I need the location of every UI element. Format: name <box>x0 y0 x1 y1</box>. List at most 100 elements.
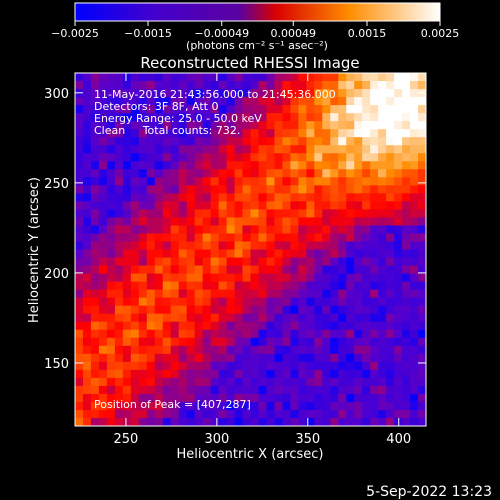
heatmap-cell <box>290 273 299 282</box>
heatmap-cell <box>138 249 148 258</box>
heatmap-cell <box>75 145 84 154</box>
heatmap-cell <box>234 233 243 242</box>
heatmap-cell <box>154 81 164 90</box>
heatmap-cell <box>178 401 188 411</box>
heatmap-cell <box>90 121 100 130</box>
heatmap-cell <box>114 137 124 146</box>
heatmap-cell <box>186 233 196 242</box>
heatmap-cell <box>250 281 259 291</box>
heatmap-cell <box>122 297 132 307</box>
heatmap-cell <box>322 233 331 242</box>
heatmap-cell <box>226 257 235 266</box>
heatmap-cell <box>346 145 355 154</box>
heatmap-cell <box>106 361 116 371</box>
heatmap-cell <box>402 177 411 186</box>
heatmap-cell <box>178 281 188 291</box>
heatmap-cell <box>98 97 108 106</box>
heatmap-cell <box>194 369 204 379</box>
heatmap-cell <box>114 329 124 339</box>
heatmap-cell <box>386 233 395 242</box>
heatmap-cell <box>314 185 323 194</box>
heatmap-cell <box>154 169 164 178</box>
heatmap-cell <box>218 241 227 250</box>
heatmap-cell <box>362 329 371 339</box>
heatmap-cell <box>346 217 355 226</box>
heatmap-cell <box>138 297 148 307</box>
heatmap-cell <box>346 121 355 130</box>
heatmap-cell <box>258 233 267 242</box>
heatmap-cell <box>306 73 315 82</box>
heatmap-cell <box>146 145 156 154</box>
annotation-time-range: 11-May-2016 21:43:56.000 to 21:45:36.000 <box>94 88 336 101</box>
heatmap-cell <box>202 409 212 419</box>
heatmap-cell <box>170 353 180 363</box>
heatmap-cell <box>242 217 251 226</box>
heatmap-cell <box>130 169 140 178</box>
heatmap-cell <box>378 241 387 250</box>
heatmap-cell <box>82 377 92 387</box>
heatmap-cell <box>370 377 379 387</box>
heatmap-cell <box>410 385 419 395</box>
heatmap-cell <box>162 377 172 387</box>
heatmap-cell <box>298 81 307 90</box>
heatmap-cell <box>162 249 172 258</box>
heatmap-cell <box>106 353 116 363</box>
heatmap-cell <box>250 361 259 371</box>
heatmap-cell <box>410 305 419 315</box>
heatmap-cell <box>258 337 267 347</box>
heatmap-cell <box>378 89 387 98</box>
heatmap-image <box>75 73 427 427</box>
heatmap-cell <box>322 145 331 154</box>
heatmap-cell <box>322 113 331 122</box>
heatmap-cell <box>90 401 100 411</box>
heatmap-cell <box>346 257 355 266</box>
heatmap-cell <box>130 265 140 274</box>
heatmap-cell <box>330 409 339 419</box>
heatmap-cell <box>194 241 204 250</box>
heatmap-cell <box>410 369 419 379</box>
heatmap-cell <box>394 353 403 363</box>
heatmap-cell <box>114 337 124 347</box>
heatmap-cell <box>226 225 235 234</box>
heatmap-cell <box>266 169 275 178</box>
heatmap-cell <box>322 329 331 339</box>
heatmap-cell <box>202 145 212 154</box>
heatmap-cell <box>194 353 204 363</box>
heatmap-cell <box>138 185 148 194</box>
heatmap-cell <box>330 321 339 331</box>
heatmap-cell <box>114 241 124 250</box>
heatmap-cell <box>98 409 108 419</box>
heatmap-cell <box>242 161 251 170</box>
heatmap-cell <box>330 297 339 307</box>
heatmap-cell <box>162 265 172 274</box>
heatmap-cell <box>282 409 291 419</box>
heatmap-cell <box>186 401 196 411</box>
heatmap-cell <box>138 313 148 323</box>
heatmap-cell <box>146 185 156 194</box>
heatmap-cell <box>274 337 283 347</box>
heatmap-cell <box>98 105 108 114</box>
heatmap-cell <box>218 385 227 395</box>
heatmap-cell <box>178 225 188 234</box>
heatmap-cell <box>122 249 132 258</box>
heatmap-cell <box>75 113 84 122</box>
heatmap-cell <box>194 233 204 242</box>
heatmap-cell <box>98 417 108 427</box>
heatmap-cell <box>122 113 132 122</box>
heatmap-cell <box>330 377 339 387</box>
heatmap-cell <box>82 385 92 395</box>
heatmap-cell <box>314 377 323 387</box>
heatmap-cell <box>354 385 363 395</box>
heatmap-cell <box>386 393 395 403</box>
heatmap-cell <box>250 313 259 323</box>
heatmap-cell <box>258 321 267 331</box>
heatmap-cell <box>410 401 419 411</box>
heatmap-cell <box>178 289 188 299</box>
heatmap-cell <box>90 209 100 218</box>
heatmap-cell <box>354 193 363 202</box>
heatmap-cell <box>90 129 100 138</box>
heatmap-cell <box>410 177 419 186</box>
heatmap-cell <box>202 273 212 282</box>
heatmap-cell <box>170 233 180 242</box>
